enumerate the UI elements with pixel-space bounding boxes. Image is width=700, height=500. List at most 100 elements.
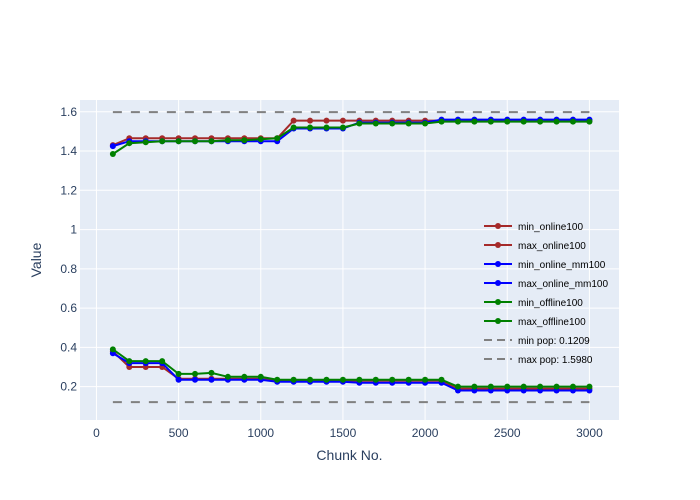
data-point xyxy=(504,383,511,390)
data-point xyxy=(257,373,264,380)
data-point xyxy=(553,383,560,390)
legend-label: min pop: 0.1209 xyxy=(518,336,590,347)
data-point xyxy=(586,383,593,390)
x-tick-label: 500 xyxy=(169,426,189,440)
data-point xyxy=(208,369,215,376)
data-point xyxy=(405,120,412,127)
data-point xyxy=(454,118,461,125)
x-axis-ticks: 0 500 1000 1500 2000 2500 3000 xyxy=(93,426,603,440)
series-max_offline100 xyxy=(109,118,593,157)
legend-marker xyxy=(495,223,501,229)
data-point xyxy=(290,376,297,383)
data-point xyxy=(192,370,199,377)
x-axis-title: Chunk No. xyxy=(316,447,382,463)
data-point xyxy=(586,118,593,125)
data-point xyxy=(405,376,412,383)
legend-item[interactable]: max_offline100 xyxy=(484,317,586,328)
data-point xyxy=(109,346,116,353)
legend-label: min_online100 xyxy=(518,222,583,233)
y-tick-label: 1.2 xyxy=(60,183,77,197)
data-point xyxy=(504,118,511,125)
legend-marker xyxy=(495,318,501,324)
data-point xyxy=(307,124,314,131)
data-point xyxy=(159,138,166,145)
data-point xyxy=(175,376,182,383)
y-tick-label: 0.8 xyxy=(60,262,77,276)
data-point xyxy=(208,138,215,145)
data-point xyxy=(323,117,330,124)
data-point xyxy=(290,117,297,124)
series-layer xyxy=(109,111,593,404)
y-axis-title: Value xyxy=(28,242,44,277)
legend-marker xyxy=(495,242,501,248)
data-point xyxy=(159,358,166,365)
y-tick-label: 1.6 xyxy=(60,105,77,119)
legend-marker xyxy=(495,280,501,286)
legend-item[interactable]: min_online100 xyxy=(484,222,583,233)
data-point xyxy=(224,137,231,144)
data-point xyxy=(142,139,149,146)
data-point xyxy=(192,376,199,383)
data-point xyxy=(569,118,576,125)
legend-item[interactable]: max_online_mm100 xyxy=(484,279,608,290)
data-point xyxy=(290,124,297,131)
x-tick-label: 0 xyxy=(93,426,100,440)
data-point xyxy=(471,383,478,390)
legend-label: max_online_mm100 xyxy=(518,279,608,290)
legend-item[interactable]: min_offline100 xyxy=(484,298,583,309)
y-tick-label: 0.2 xyxy=(60,380,77,394)
legend-item[interactable]: min pop: 0.1209 xyxy=(484,336,590,347)
data-point xyxy=(339,376,346,383)
legend-marker xyxy=(495,299,501,305)
data-point xyxy=(175,370,182,377)
data-point xyxy=(372,120,379,127)
legend-item[interactable]: min_online_mm100 xyxy=(484,260,606,271)
data-point xyxy=(454,383,461,390)
data-point xyxy=(422,120,429,127)
data-point xyxy=(471,118,478,125)
y-tick-label: 0.4 xyxy=(60,340,77,354)
data-point xyxy=(323,124,330,131)
x-tick-label: 3000 xyxy=(576,426,603,440)
data-point xyxy=(109,143,116,150)
legend-item[interactable]: max pop: 1.5980 xyxy=(484,355,593,366)
data-point xyxy=(142,358,149,365)
x-tick-label: 2000 xyxy=(412,426,439,440)
legend-label: max pop: 1.5980 xyxy=(518,355,593,366)
data-point xyxy=(487,118,494,125)
data-point xyxy=(224,373,231,380)
data-point xyxy=(257,136,264,143)
data-point xyxy=(339,117,346,124)
data-point xyxy=(389,120,396,127)
data-point xyxy=(307,117,314,124)
data-point xyxy=(175,138,182,145)
data-point xyxy=(241,137,248,144)
data-point xyxy=(274,376,281,383)
data-point xyxy=(569,383,576,390)
data-point xyxy=(537,118,544,125)
data-point xyxy=(192,138,199,145)
legend-label: min_online_mm100 xyxy=(518,260,606,271)
legend-label: max_online100 xyxy=(518,241,586,252)
y-tick-label: 0.6 xyxy=(60,301,77,315)
data-point xyxy=(323,376,330,383)
data-point xyxy=(520,118,527,125)
y-axis-ticks: 0.2 0.4 0.6 0.8 1 1.2 1.4 1.6 xyxy=(60,105,77,394)
legend-item[interactable]: max_online100 xyxy=(484,241,586,252)
legend: min_online100 max_online100 min_online_mm1… xyxy=(484,222,608,366)
legend-label: min_offline100 xyxy=(518,298,583,309)
data-point xyxy=(422,376,429,383)
data-point xyxy=(208,376,215,383)
data-point xyxy=(438,118,445,125)
data-point xyxy=(356,376,363,383)
data-point xyxy=(438,376,445,383)
data-point xyxy=(487,383,494,390)
data-point xyxy=(356,120,363,127)
data-point xyxy=(520,383,527,390)
data-point xyxy=(126,140,133,147)
y-tick-label: 1.4 xyxy=(60,144,77,158)
x-tick-label: 1000 xyxy=(247,426,274,440)
data-point xyxy=(389,376,396,383)
data-point xyxy=(109,150,116,157)
